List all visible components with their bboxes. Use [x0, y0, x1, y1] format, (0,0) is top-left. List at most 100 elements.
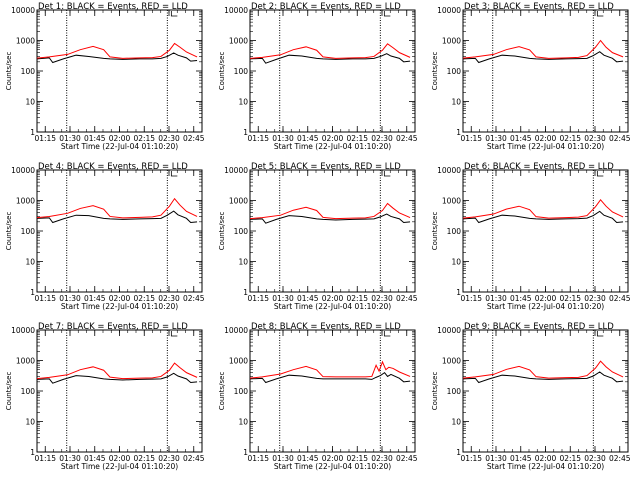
x-tick-label: 01:15: [247, 134, 269, 143]
x-tick-label: 02:00: [322, 294, 344, 303]
x-tick-label: 01:15: [247, 454, 269, 463]
x-tick-label: 02:30: [158, 294, 180, 303]
x-tick-label: 02:30: [371, 454, 393, 463]
plot-frame: [462, 9, 629, 133]
x-tick-label: 02:45: [396, 134, 418, 143]
detector-panel: Det 3: BLACK = Events, RED = LLD 1 10 100 10…: [431, 2, 631, 151]
marker-flag: [383, 331, 391, 337]
x-tick-label: 02:45: [609, 454, 631, 463]
detector-panel: Det 7: BLACK = Events, RED = LLD 1 10 100 10…: [5, 322, 205, 471]
x-axis-label: Start Time (22-Jul-04 01:10:20): [487, 462, 604, 471]
events-series-line: [36, 210, 198, 224]
x-axis-label: Start Time (22-Jul-04 01:10:20): [487, 302, 604, 311]
panel-title: Det 9: BLACK = Events, RED = LLD: [464, 322, 614, 332]
x-tick-label: 01:30: [485, 454, 507, 463]
detector-panel: Det 6: BLACK = Events, RED = LLD 1 10 100 10…: [431, 162, 631, 311]
lld-series-line: [36, 42, 198, 59]
y-tick-label: 10: [25, 258, 35, 267]
lld-series-line: [36, 362, 198, 380]
marker-flag: [383, 11, 391, 17]
panel-title: Det 3: BLACK = Events, RED = LLD: [464, 2, 614, 12]
y-axis-label: Counts/sec: [431, 212, 439, 251]
events-series-line: [249, 371, 411, 384]
x-tick-label: 01:30: [485, 134, 507, 143]
x-axis-label: Start Time (22-Jul-04 01:10:20): [61, 462, 178, 471]
y-tick-label: 100: [234, 67, 249, 76]
y-tick-label: 100: [447, 387, 462, 396]
y-tick-label: 10: [238, 258, 248, 267]
x-tick-label: 01:45: [84, 134, 106, 143]
x-tick-label: 02:30: [371, 134, 393, 143]
panel-title: Det 8: BLACK = Events, RED = LLD: [251, 322, 401, 332]
y-tick-label: 10: [25, 98, 35, 107]
x-tick-label: 02:00: [109, 134, 131, 143]
detector-panel: Det 8: BLACK = Events, RED = LLD 1 10 100 10…: [218, 322, 418, 471]
y-tick-label: 1: [456, 288, 461, 297]
x-tick-label: 02:15: [346, 454, 368, 463]
x-tick-label: 02:00: [322, 134, 344, 143]
y-tick-label: 1000: [442, 197, 461, 206]
panel-title: Det 6: BLACK = Events, RED = LLD: [464, 162, 614, 172]
marker-flag: [170, 11, 178, 17]
lld-series-line: [249, 202, 411, 220]
x-tick-label: 02:45: [183, 294, 205, 303]
y-tick-label: 10000: [224, 6, 248, 15]
panel-title: Det 5: BLACK = Events, RED = LLD: [251, 162, 401, 172]
x-tick-label: 02:15: [559, 454, 581, 463]
detector-panel: Det 2: BLACK = Events, RED = LLD 1 10 100 10…: [218, 2, 418, 151]
plot-frame: [36, 169, 203, 293]
marker-flag: [596, 11, 604, 17]
detector-panel: Det 5: BLACK = Events, RED = LLD 1 10 100 10…: [218, 162, 418, 311]
y-tick-label: 1: [243, 128, 248, 137]
events-series-line: [462, 210, 624, 224]
y-tick-label: 100: [447, 67, 462, 76]
y-tick-label: 1: [30, 128, 35, 137]
x-tick-label: 01:45: [84, 454, 106, 463]
y-axis-label: Counts/sec: [5, 52, 13, 91]
y-axis-label: Counts/sec: [218, 212, 226, 251]
x-tick-label: 01:15: [460, 454, 482, 463]
lld-series-line: [462, 39, 624, 59]
x-tick-label: 02:15: [559, 294, 581, 303]
plot-frame: [36, 329, 203, 453]
y-tick-label: 1: [456, 128, 461, 137]
y-tick-label: 10000: [437, 326, 461, 335]
y-tick-label: 100: [21, 227, 36, 236]
y-axis-label: Counts/sec: [5, 372, 13, 411]
x-tick-label: 01:30: [59, 294, 81, 303]
y-axis-label: Counts/sec: [431, 52, 439, 91]
y-tick-label: 100: [21, 387, 36, 396]
panel-title: Det 2: BLACK = Events, RED = LLD: [251, 2, 401, 12]
y-tick-label: 1000: [16, 37, 35, 46]
x-tick-label: 01:15: [34, 454, 56, 463]
marker-flag: [383, 171, 391, 177]
x-tick-label: 02:30: [584, 454, 606, 463]
y-axis-label: Counts/sec: [218, 372, 226, 411]
x-tick-label: 02:15: [133, 294, 155, 303]
x-tick-label: 02:45: [396, 294, 418, 303]
plot-frame: [462, 329, 629, 453]
x-tick-label: 02:45: [609, 134, 631, 143]
y-tick-label: 1: [456, 448, 461, 457]
x-tick-label: 01:45: [297, 134, 319, 143]
x-tick-label: 01:15: [460, 134, 482, 143]
x-tick-label: 02:30: [158, 134, 180, 143]
x-tick-label: 02:45: [609, 294, 631, 303]
lld-series-line: [249, 360, 411, 379]
y-tick-label: 10000: [11, 166, 35, 175]
marker-flag: [170, 171, 178, 177]
plot-frame: [462, 169, 629, 293]
y-tick-label: 10000: [224, 326, 248, 335]
y-tick-label: 1: [243, 288, 248, 297]
marker-flag: [596, 171, 604, 177]
y-tick-label: 1000: [229, 37, 248, 46]
x-tick-label: 02:15: [346, 134, 368, 143]
y-axis-label: Counts/sec: [431, 372, 439, 411]
y-tick-label: 10: [238, 98, 248, 107]
detector-panel: Det 1: BLACK = Events, RED = LLD 1 10 100 10…: [5, 2, 205, 151]
x-axis-label: Start Time (22-Jul-04 01:10:20): [274, 462, 391, 471]
lld-series-line: [36, 197, 198, 219]
x-axis-label: Start Time (22-Jul-04 01:10:20): [274, 142, 391, 151]
x-tick-label: 02:00: [535, 134, 557, 143]
